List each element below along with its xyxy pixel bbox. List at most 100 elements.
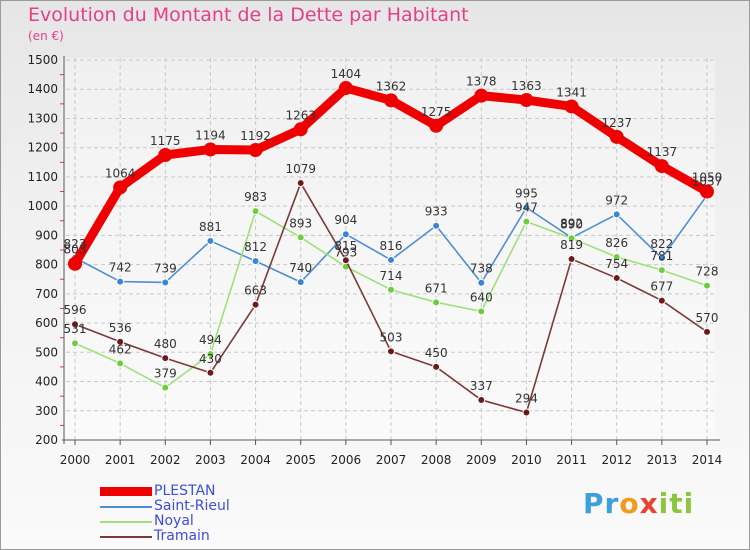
data-point-plestan <box>564 99 579 114</box>
unit-label: (en €) <box>28 29 64 43</box>
logo-letter: r <box>604 487 620 520</box>
data-point-tramain <box>703 327 711 336</box>
data-point-tramain <box>341 256 350 265</box>
data-point-saint-rieul <box>522 203 531 212</box>
data-point-saint-rieul <box>116 277 125 286</box>
data-label: 337 <box>470 379 493 393</box>
data-label: 294 <box>515 392 538 406</box>
data-label: 819 <box>560 238 583 252</box>
data-point-plestan <box>654 159 669 174</box>
data-point-noyal <box>161 383 170 392</box>
plot-area <box>62 58 715 442</box>
x-tick-label: 2000 <box>60 453 91 467</box>
data-label: 1341 <box>556 85 587 99</box>
data-label: 596 <box>64 303 87 317</box>
legend-label: Saint-Rieul <box>154 498 230 514</box>
x-tick-label: 2012 <box>601 453 632 467</box>
x-tick-label: 2002 <box>150 453 181 467</box>
data-label: 1362 <box>376 79 407 93</box>
logo-letter: t <box>669 487 684 520</box>
data-label: 1194 <box>195 128 226 142</box>
y-tick-label: 400 <box>35 375 58 389</box>
x-tick-label: 2003 <box>195 453 226 467</box>
data-labels: 803 1064 1175 1194 1192 1263 1404 1362 1275 1378 1… <box>64 67 723 405</box>
data-point-tramain <box>612 274 621 283</box>
data-label: 494 <box>199 333 222 347</box>
data-point-plestan <box>113 180 128 195</box>
chart-title: Evolution du Montant de la Dette par Hab… <box>28 4 469 26</box>
logo-letter: x <box>639 487 659 520</box>
data-point-noyal <box>387 285 395 294</box>
series-layer <box>68 81 714 417</box>
data-label: 503 <box>380 330 403 344</box>
y-tick-label: 1200 <box>27 141 58 155</box>
data-point-plestan <box>609 129 624 144</box>
data-label: 1137 <box>647 145 678 159</box>
data-label: 462 <box>109 342 132 356</box>
data-point-plestan <box>384 93 398 108</box>
y-tick-label: 1000 <box>27 199 58 213</box>
data-label: 823 <box>64 237 87 251</box>
data-label: 933 <box>425 205 448 219</box>
data-point-tramain <box>251 300 260 309</box>
data-point-plestan <box>293 122 308 137</box>
data-label: 995 <box>515 187 538 201</box>
data-label: 742 <box>109 261 132 275</box>
data-point-noyal <box>116 359 125 368</box>
data-label: 1263 <box>285 108 316 122</box>
data-label: 816 <box>380 239 403 253</box>
x-tick-label: 2010 <box>511 453 542 467</box>
data-point-noyal <box>296 233 305 242</box>
logo-letter: i <box>683 487 695 520</box>
y-tick-label: 800 <box>35 258 58 272</box>
legend-label: Tramain <box>154 528 210 544</box>
data-point-tramain <box>657 296 666 305</box>
data-label: 1363 <box>511 79 542 93</box>
y-tick-label: 300 <box>35 404 58 418</box>
data-label: 728 <box>696 265 719 279</box>
data-label: 450 <box>425 346 448 360</box>
grid <box>62 58 717 442</box>
axes: 200 300 400 500 600 700 800 900 1000 1100 1200 1300… <box>27 53 722 467</box>
data-point-saint-rieul <box>296 278 305 287</box>
data-point-noyal <box>477 307 486 316</box>
legend-label: Noyal <box>154 513 194 529</box>
data-point-saint-rieul <box>161 278 170 287</box>
data-label: 1404 <box>331 67 362 81</box>
data-point-plestan <box>248 143 263 158</box>
data-point-tramain <box>522 408 531 417</box>
y-tick-label: 200 <box>35 433 58 447</box>
data-label: 892 <box>560 217 583 231</box>
data-label: 890 <box>560 217 583 231</box>
data-point-plestan <box>429 118 444 133</box>
data-point-tramain <box>387 347 395 356</box>
y-tick-label: 1300 <box>27 111 58 125</box>
data-point-saint-rieul <box>477 278 486 287</box>
data-label: 740 <box>289 261 312 275</box>
data-label: 640 <box>470 290 493 304</box>
legend-label: PLESTAN <box>154 483 216 499</box>
data-label: 947 <box>515 201 538 215</box>
data-label: 983 <box>244 190 267 204</box>
legend-swatch <box>100 487 152 496</box>
data-point-plestan <box>519 93 534 108</box>
logo-letter: P <box>583 487 605 520</box>
x-tick-label: 2006 <box>331 453 362 467</box>
logo-letter: o <box>619 487 640 520</box>
data-point-saint-rieul <box>387 255 395 264</box>
x-tick-label: 2008 <box>421 453 452 467</box>
y-tick-label: 700 <box>35 287 58 301</box>
data-label: 1275 <box>421 105 452 119</box>
y-tick-label: 900 <box>35 228 58 242</box>
data-point-plestan <box>68 256 82 271</box>
data-point-saint-rieul <box>612 210 621 219</box>
data-label: 803 <box>64 243 87 257</box>
data-label: 677 <box>650 280 673 294</box>
data-point-tramain <box>567 255 576 264</box>
data-label: 430 <box>199 352 222 366</box>
data-label: 1079 <box>285 162 316 176</box>
x-tick-label: 2001 <box>105 453 136 467</box>
data-label: 781 <box>650 249 673 263</box>
data-label: 1237 <box>601 116 632 130</box>
